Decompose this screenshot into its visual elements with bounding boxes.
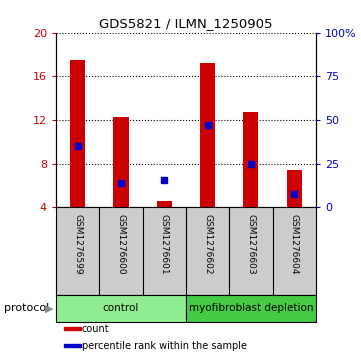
Text: percentile rank within the sample: percentile rank within the sample [82, 340, 247, 351]
Title: GDS5821 / ILMN_1250905: GDS5821 / ILMN_1250905 [99, 17, 273, 30]
Text: count: count [82, 324, 110, 334]
Bar [56, 295, 186, 322]
Bar [64, 327, 81, 330]
Bar [64, 344, 81, 347]
Text: protocol: protocol [4, 303, 49, 313]
Text: myofibroblast depletion: myofibroblast depletion [189, 303, 313, 313]
Text: GSM1276601: GSM1276601 [160, 213, 169, 274]
Bar [113, 117, 129, 207]
Bar [200, 63, 215, 207]
Text: control: control [103, 303, 139, 313]
Text: GSM1276602: GSM1276602 [203, 213, 212, 274]
Bar [157, 201, 172, 207]
Text: GSM1276603: GSM1276603 [247, 213, 255, 274]
Text: GSM1276604: GSM1276604 [290, 213, 299, 274]
Bar [70, 60, 85, 207]
Text: ▶: ▶ [44, 303, 53, 313]
Bar [186, 295, 316, 322]
Bar [287, 170, 302, 207]
Text: GSM1276600: GSM1276600 [117, 213, 125, 274]
Bar [243, 113, 258, 207]
Text: GSM1276599: GSM1276599 [73, 213, 82, 274]
